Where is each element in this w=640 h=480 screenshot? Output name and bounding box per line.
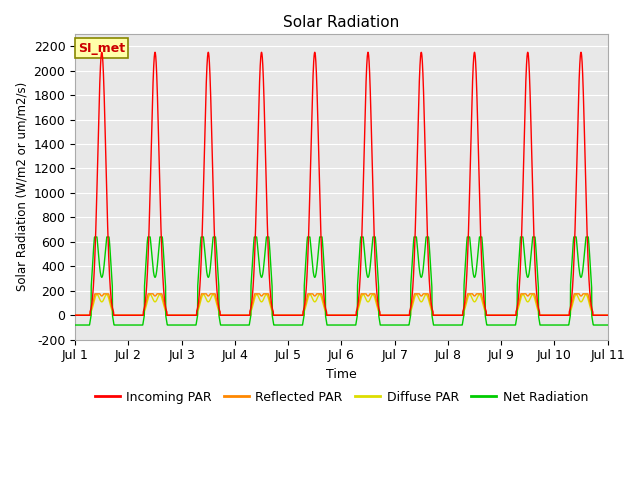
Title: Solar Radiation: Solar Radiation [284, 15, 399, 30]
Y-axis label: Solar Radiation (W/m2 or um/m2/s): Solar Radiation (W/m2 or um/m2/s) [15, 82, 28, 291]
X-axis label: Time: Time [326, 368, 356, 381]
Legend: Incoming PAR, Reflected PAR, Diffuse PAR, Net Radiation: Incoming PAR, Reflected PAR, Diffuse PAR… [90, 386, 593, 408]
Text: SI_met: SI_met [78, 42, 125, 55]
